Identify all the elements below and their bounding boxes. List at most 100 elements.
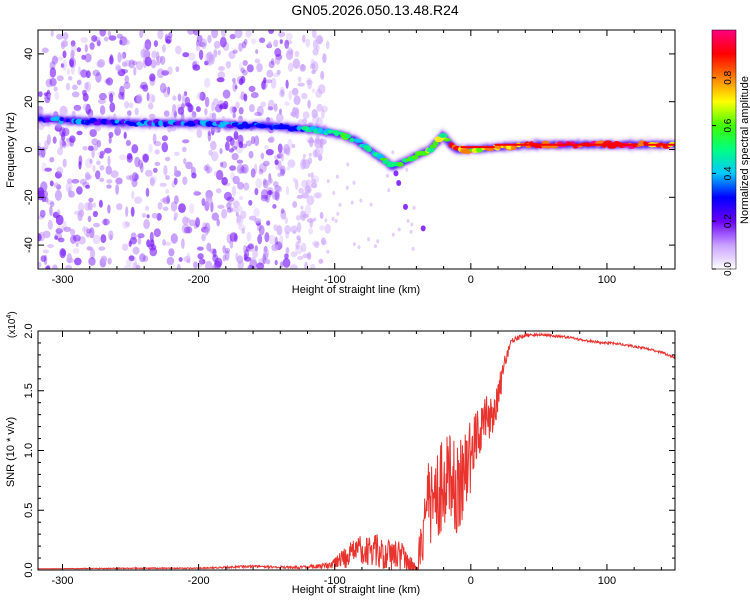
noise-speckle — [140, 48, 147, 59]
noise-speckle — [38, 142, 42, 147]
noise-speckle — [312, 48, 319, 56]
noise-speckle — [235, 252, 239, 261]
noise-speckle — [315, 35, 324, 45]
noise-speckle — [357, 245, 361, 250]
noise-speckle — [145, 187, 150, 197]
noise-speckle — [312, 39, 318, 50]
noise-speckle — [248, 85, 256, 92]
noise-speckle — [193, 191, 202, 196]
noise-speckle — [345, 185, 349, 190]
noise-speckle — [270, 77, 277, 89]
noise-speckle — [280, 168, 285, 177]
noise-speckle — [167, 86, 171, 95]
noise-speckle — [259, 37, 266, 43]
noise-speckle — [274, 56, 281, 65]
noise-speckle — [88, 197, 94, 203]
ridge-point — [205, 121, 213, 127]
spectrogram-xtick-label: -100 — [324, 274, 346, 286]
noise-speckle — [324, 218, 328, 223]
noise-speckle — [321, 105, 328, 113]
noise-speckle — [175, 66, 180, 73]
noise-speckle — [211, 212, 219, 221]
noise-speckle — [184, 226, 191, 234]
noise-speckle — [213, 171, 218, 177]
noise-speckle — [133, 66, 137, 76]
noise-speckle — [44, 140, 49, 150]
noise-speckle — [156, 213, 162, 221]
noise-speckle — [239, 196, 244, 201]
noise-speckle — [39, 209, 46, 218]
ridge-point — [432, 141, 439, 146]
noise-speckle — [335, 174, 339, 179]
noise-speckle — [290, 225, 299, 234]
noise-speckle — [273, 181, 279, 187]
noise-speckle — [155, 60, 161, 66]
noise-speckle — [93, 222, 100, 228]
noise-speckle — [245, 30, 252, 38]
noise-speckle — [128, 240, 132, 247]
noise-speckle — [54, 189, 62, 201]
noise-speckle — [108, 230, 114, 241]
noise-speckle — [87, 215, 92, 223]
noise-speckle — [65, 264, 73, 269]
noise-speckle — [204, 108, 208, 116]
noise-speckle — [78, 155, 83, 166]
noise-speckle — [292, 230, 296, 235]
ridge-point — [120, 119, 126, 125]
noise-speckle — [229, 165, 237, 171]
noise-speckle — [321, 237, 326, 246]
noise-speckle — [81, 54, 86, 60]
noise-speckle — [196, 44, 201, 52]
noise-speckle — [182, 52, 190, 58]
noise-speckle — [297, 76, 302, 83]
noise-speckle — [272, 204, 277, 209]
noise-speckle — [263, 178, 267, 186]
noise-speckle — [250, 257, 257, 264]
noise-speckle — [285, 79, 289, 89]
noise-speckle — [294, 179, 299, 190]
noise-speckle — [231, 185, 237, 197]
noise-speckle — [77, 66, 81, 76]
noise-speckle — [279, 39, 283, 44]
noise-speckle — [108, 136, 112, 144]
noise-speckle — [302, 153, 306, 158]
snr-xtick-label: -300 — [51, 575, 73, 587]
noise-speckle — [247, 264, 255, 269]
noise-speckle — [295, 215, 301, 221]
noise-speckle — [89, 129, 97, 137]
noise-speckle — [319, 211, 324, 220]
noise-speckle — [182, 146, 187, 153]
noise-speckle — [162, 206, 169, 211]
noise-speckle — [334, 218, 338, 223]
noise-speckle — [184, 96, 191, 107]
colorbar-tick-label: 0.6 — [723, 118, 734, 132]
noise-speckle — [74, 105, 82, 112]
noise-speckle — [302, 34, 306, 43]
noise-speckle — [196, 246, 204, 251]
noise-speckle — [241, 164, 249, 174]
noise-speckle — [285, 32, 293, 41]
noise-speckle — [119, 154, 127, 161]
noise-speckle — [284, 216, 288, 225]
noise-speckle — [105, 165, 112, 175]
noise-speckle — [131, 190, 135, 200]
noise-speckle — [276, 113, 284, 123]
noise-speckle — [205, 195, 213, 207]
noise-speckle — [168, 248, 175, 257]
noise-speckle — [271, 190, 279, 200]
colorbar-ticks: 0.0 0.2 0.4 0.6 0.8 — [712, 70, 734, 276]
noise-speckle — [311, 88, 316, 93]
noise-speckle — [98, 92, 107, 101]
noise-speckle — [196, 128, 202, 139]
noise-speckle — [239, 166, 247, 174]
noise-speckle — [208, 149, 213, 156]
noise-speckle — [212, 265, 217, 269]
noise-speckle — [199, 91, 206, 101]
noise-speckle — [243, 38, 248, 45]
spectrogram-ylabel: Frequency (Hz) — [5, 112, 17, 188]
noise-speckle — [98, 246, 106, 251]
noise-speckle — [53, 182, 60, 188]
noise-speckle — [221, 208, 228, 219]
noise-speckle — [320, 70, 325, 80]
noise-speckle — [173, 165, 178, 174]
